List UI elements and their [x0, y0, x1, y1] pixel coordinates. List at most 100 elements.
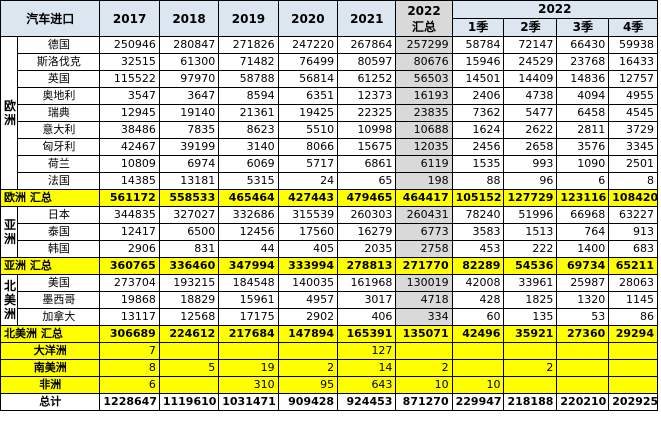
import-table: 汽车进口 2017 2018 2019 2020 2021 2022 汇总 20…	[0, 0, 659, 411]
table-cell: 28063	[608, 274, 658, 292]
table-cell: 10688	[395, 121, 453, 139]
table-cell: 278813	[337, 257, 397, 275]
table-cell: 56814	[277, 70, 339, 88]
table-cell: 25987	[556, 274, 610, 292]
col-2022-total: 2022 汇总	[395, 0, 453, 37]
subtotal-row: 亚洲 汇总 360765 336460 347994 333994 278813 27177…	[0, 257, 658, 275]
table-cell: 1228647	[99, 393, 160, 411]
table-cell: 273704	[99, 274, 160, 292]
table-cell: 465464	[218, 189, 279, 207]
table-cell: 66968	[556, 206, 610, 224]
table-cell: 4718	[395, 291, 453, 309]
table-cell: 1031471	[218, 393, 279, 411]
table-row: 法国 14385 13181 5315 24 65 198 88 96 6 8	[1, 172, 658, 190]
table-cell: 193215	[158, 274, 220, 292]
table-cell: 2456	[451, 138, 505, 156]
country-name: 加拿大	[17, 308, 101, 326]
table-cell: 61300	[158, 53, 220, 71]
col-2022-group: 2022	[451, 0, 659, 19]
table-cell: 33961	[503, 274, 558, 292]
table-cell: 54536	[503, 257, 558, 275]
table-cell: 8066	[277, 138, 339, 156]
table-cell: 17175	[218, 308, 279, 326]
country-name: 意大利	[17, 121, 101, 139]
table-cell: 7362	[451, 104, 505, 122]
table-cell: 38486	[99, 121, 160, 139]
table-cell: 8594	[218, 87, 279, 105]
region-label: 非洲	[0, 376, 101, 394]
subtotal-label: 亚洲 汇总	[0, 257, 101, 275]
table-cell: 993	[503, 155, 558, 173]
table-cell: 16193	[395, 87, 453, 105]
table-row: 墨西哥 19868 18829 15961 4957 3017 4718 428 1825 132…	[1, 291, 658, 309]
table-row: 加拿大 13117 12568 17175 2902 406 334 60 135 53 86	[1, 308, 658, 326]
table-cell: 6500	[158, 223, 220, 241]
table-cell: 2811	[556, 121, 610, 139]
table-cell: 3583	[451, 223, 505, 241]
table-cell: 310	[218, 376, 279, 394]
region-label: 大洋洲	[0, 342, 101, 360]
table-cell: 72147	[503, 36, 558, 54]
table-cell: 3547	[99, 87, 160, 105]
table-cell: 12373	[337, 87, 397, 105]
table-cell: 5315	[218, 172, 279, 190]
table-cell: 2035	[337, 240, 397, 258]
region-label: 北美洲	[0, 274, 19, 326]
table-cell: 1145	[608, 291, 658, 309]
table-cell: 327027	[158, 206, 220, 224]
table-cell: 27360	[556, 325, 610, 343]
table-cell: 127729	[503, 189, 558, 207]
table-cell: 347994	[218, 257, 279, 275]
table-cell: 271826	[218, 36, 279, 54]
country-name: 英国	[17, 70, 101, 88]
table-cell: 220210	[556, 393, 610, 411]
table-cell: 88	[451, 172, 505, 190]
table-cell: 13181	[158, 172, 220, 190]
table-cell: 222	[503, 240, 558, 258]
table-cell: 909428	[277, 393, 339, 411]
table-cell: 4545	[608, 104, 658, 122]
table-cell: 65	[337, 172, 397, 190]
table-cell: 1320	[556, 291, 610, 309]
table-cell: 2758	[395, 240, 453, 258]
table-cell: 913	[608, 223, 658, 241]
table-cell: 21361	[218, 104, 279, 122]
subtotal-row: 欧洲 汇总 561172 558533 465464 427443 479465 46441…	[0, 189, 658, 207]
table-cell: 479465	[337, 189, 397, 207]
table-cell: 4738	[503, 87, 558, 105]
table-cell: 217684	[218, 325, 279, 343]
table-cell	[158, 342, 220, 360]
table-cell: 12035	[395, 138, 453, 156]
table-row: 斯洛伐克 32515 61300 71482 76499 80597 80676 15946 2…	[1, 53, 658, 71]
table-cell: 108420	[608, 189, 658, 207]
region-row: 南美洲 8 5 19 2 14 2 2	[0, 359, 658, 377]
col-2021: 2021	[337, 0, 397, 37]
table-row: 瑞典 12945 19140 21361 19425 22325 23835 7362 5477…	[1, 104, 658, 122]
table-cell: 8	[99, 359, 160, 377]
table-cell: 115522	[99, 70, 160, 88]
table-cell: 35921	[503, 325, 558, 343]
table-cell: 14409	[503, 70, 558, 88]
table-cell: 24	[277, 172, 339, 190]
table-cell: 8623	[218, 121, 279, 139]
col-2020: 2020	[277, 0, 339, 37]
total-row: 总计 1228647 1119610 1031471 909428 924453 87127…	[0, 393, 658, 411]
table-cell: 643	[337, 376, 397, 394]
table-cell: 1535	[451, 155, 505, 173]
country-name: 法国	[17, 172, 101, 190]
table-cell: 78240	[451, 206, 505, 224]
table-cell: 135071	[395, 325, 453, 343]
table-cell: 130019	[395, 274, 453, 292]
region-label: 南美洲	[0, 359, 101, 377]
col-q1: 1季	[451, 18, 505, 37]
header-row: 汽车进口 2017 2018 2019 2020 2021 2022 汇总 20…	[0, 0, 659, 37]
table-cell: 2902	[277, 308, 339, 326]
region-label: 欧洲	[0, 36, 19, 190]
table-cell: 4957	[277, 291, 339, 309]
table-cell: 59938	[608, 36, 658, 54]
table-cell: 267864	[337, 36, 397, 54]
table-cell: 60	[451, 308, 505, 326]
table-cell: 15946	[451, 53, 505, 71]
table-cell: 165391	[337, 325, 397, 343]
table-cell: 2501	[608, 155, 658, 173]
